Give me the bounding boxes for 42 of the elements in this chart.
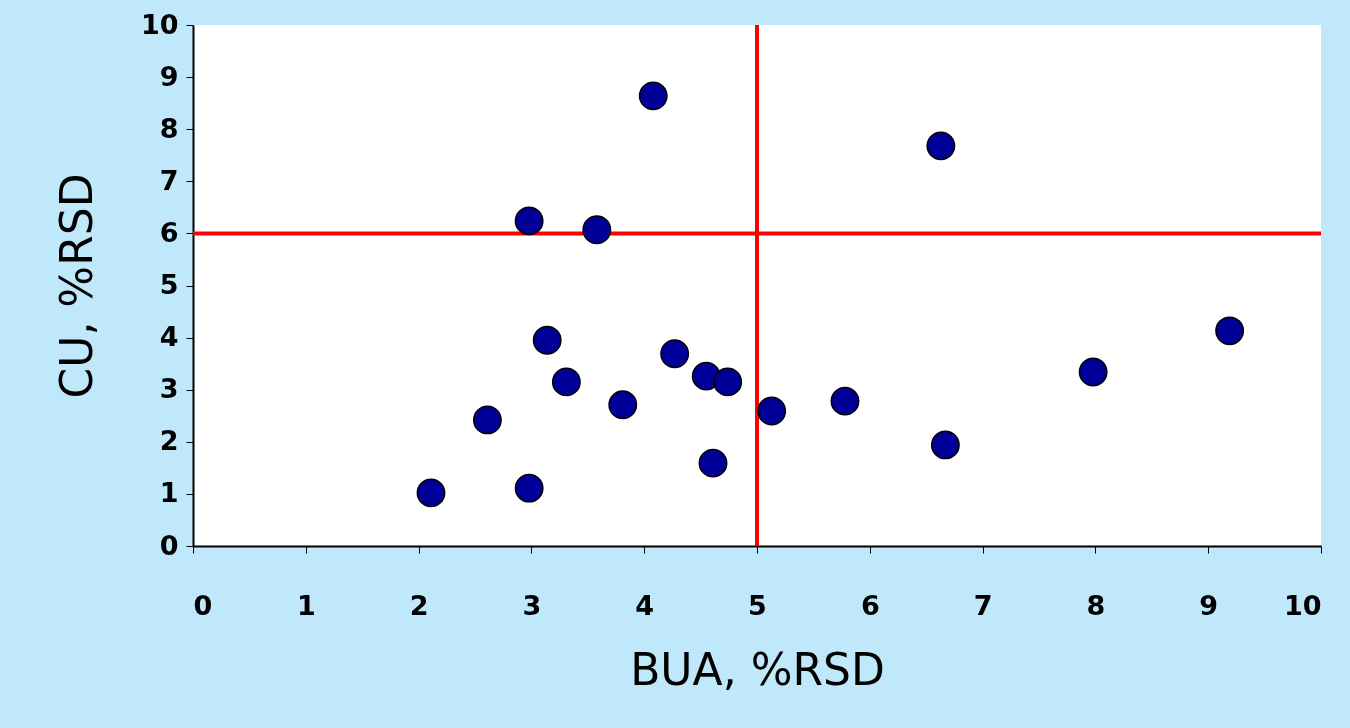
y-tick-label: 3 [159,373,179,405]
y-tick-label: 9 [159,60,179,92]
y-tick-label: 8 [159,112,179,144]
point [608,390,638,420]
y-tick-label: 4 [159,321,179,353]
point [514,473,544,503]
point [582,215,612,245]
point [551,367,581,397]
point [1215,316,1245,346]
x-tick-label: 2 [409,589,429,621]
point [514,206,544,236]
point [638,81,668,111]
point [757,396,787,426]
y-tick-label: 5 [159,269,179,300]
x-tick-label: 8 [1086,589,1106,621]
point [713,367,743,397]
y-axis-title: CU, %RSD [50,173,102,399]
point [930,430,960,460]
x-tick-label: 7 [973,589,993,621]
point [926,131,956,161]
point [830,386,860,416]
x-tick-label: 0 [193,589,213,621]
x-tick-label: 10 [1283,589,1322,621]
y-tick-label: 6 [159,216,179,248]
x-tick-label: 9 [1199,589,1219,621]
point [416,478,446,508]
x-tick-label: 1 [296,589,316,621]
y-tick-label: 2 [159,425,179,457]
point [1078,357,1108,387]
point [660,339,690,369]
y-tick-label: 1 [159,477,179,509]
x-tick-label: 3 [522,589,542,621]
y-tick-label: 7 [159,164,179,196]
point [472,405,502,435]
point [698,448,728,478]
x-axis-title: BUA, %RSD [630,643,885,695]
x-tick-label: 6 [860,589,880,621]
point [532,325,562,355]
y-tick-label: 10 [140,8,179,40]
y-tick-label: 0 [159,529,179,561]
x-tick-label: 4 [635,589,655,621]
x-tick-label: 5 [748,589,767,621]
